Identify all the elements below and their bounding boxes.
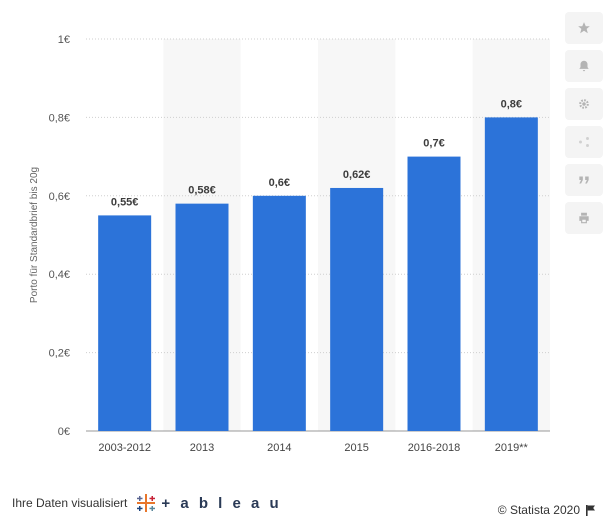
print-icon [579, 212, 589, 224]
favorite-button[interactable] [565, 12, 603, 44]
x-tick-label: 2015 [344, 442, 368, 454]
data-labels: 0,55€ 0,58€ 0,6€ 0,62€ 0,7€ 0,8€ [111, 98, 522, 208]
data-label: 0,62€ [343, 169, 371, 181]
star-icon [578, 22, 590, 34]
tableau-cross-icon [137, 494, 156, 512]
flag-icon [586, 504, 595, 516]
bar-chart: 0,55€ 0,58€ 0,6€ 0,62€ 0,7€ 0,8€ 0€ 0,2€ 0,4€ 0,… [29, 34, 550, 454]
y-axis-label: Porto für Standardbrief bis 20g [29, 167, 40, 303]
y-tick-label: 0€ [58, 426, 70, 438]
data-label: 0,6€ [269, 177, 290, 189]
bars [98, 117, 538, 432]
data-label: 0,58€ [188, 185, 216, 197]
y-tick-label: 0,4€ [49, 269, 70, 281]
bar[interactable] [484, 117, 538, 432]
x-tick-label: 2003-2012 [98, 442, 151, 454]
y-axis-ticks: 0€ 0,2€ 0,4€ 0,6€ 0,8€ 1€ [49, 34, 70, 438]
gear-icon [579, 99, 589, 109]
settings-button[interactable] [565, 88, 603, 120]
y-tick-label: 0,6€ [49, 191, 70, 203]
data-label: 0,8€ [501, 98, 522, 110]
print-button[interactable] [565, 202, 603, 234]
footer-copyright[interactable]: © Statista 2020 [498, 503, 596, 517]
notification-button[interactable] [565, 50, 603, 82]
tableau-logo: + a b l e a u [135, 492, 281, 514]
tableau-word: + a b l e a u [161, 494, 282, 512]
gridlines [86, 38, 550, 432]
visualized-label: Ihre Daten visualisiert [12, 496, 128, 510]
y-tick-label: 0,8€ [49, 112, 70, 124]
bar[interactable] [98, 215, 152, 431]
cite-button[interactable] [565, 164, 603, 196]
bar[interactable] [407, 156, 461, 431]
y-tick-label: 0,2€ [49, 348, 70, 360]
bar[interactable] [252, 195, 306, 431]
data-label: 0,7€ [423, 138, 444, 150]
bell-icon [579, 60, 589, 72]
x-axis-ticks: 2003-2012 2013 2014 2015 2016-2018 2019** [98, 442, 528, 454]
x-tick-label: 2016-2018 [408, 442, 461, 454]
quote-icon [579, 176, 589, 184]
copyright-text: © Statista 2020 [497, 503, 580, 517]
data-label: 0,55€ [111, 196, 139, 208]
x-tick-label: 2013 [190, 442, 214, 454]
side-toolbar [565, 12, 603, 234]
y-tick-label: 1€ [58, 34, 70, 46]
footer-tableau[interactable]: Ihre Daten visualisiert + a b l e a u [12, 492, 282, 514]
x-tick-label: 2014 [267, 442, 291, 454]
x-tick-label: 2019** [495, 442, 529, 454]
bar[interactable] [175, 203, 229, 431]
bar[interactable] [330, 187, 384, 431]
share-button[interactable] [565, 126, 603, 158]
share-icon [579, 137, 589, 147]
